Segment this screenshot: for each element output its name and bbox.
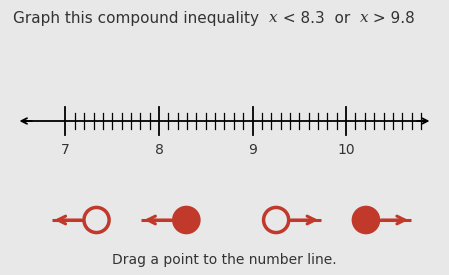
Text: 9: 9: [248, 143, 257, 157]
Text: Drag a point to the number line.: Drag a point to the number line.: [112, 253, 337, 267]
Text: 8: 8: [154, 143, 163, 157]
Ellipse shape: [84, 207, 109, 233]
Text: 10: 10: [337, 143, 355, 157]
Text: Graph this compound inequality: Graph this compound inequality: [13, 11, 269, 26]
Text: 7: 7: [61, 143, 70, 157]
Text: x: x: [360, 11, 369, 25]
Ellipse shape: [264, 207, 289, 233]
Text: < 8.3  or: < 8.3 or: [278, 11, 360, 26]
Ellipse shape: [174, 207, 199, 233]
Ellipse shape: [353, 207, 379, 233]
Text: > 9.8: > 9.8: [369, 11, 415, 26]
Text: x: x: [269, 11, 278, 25]
